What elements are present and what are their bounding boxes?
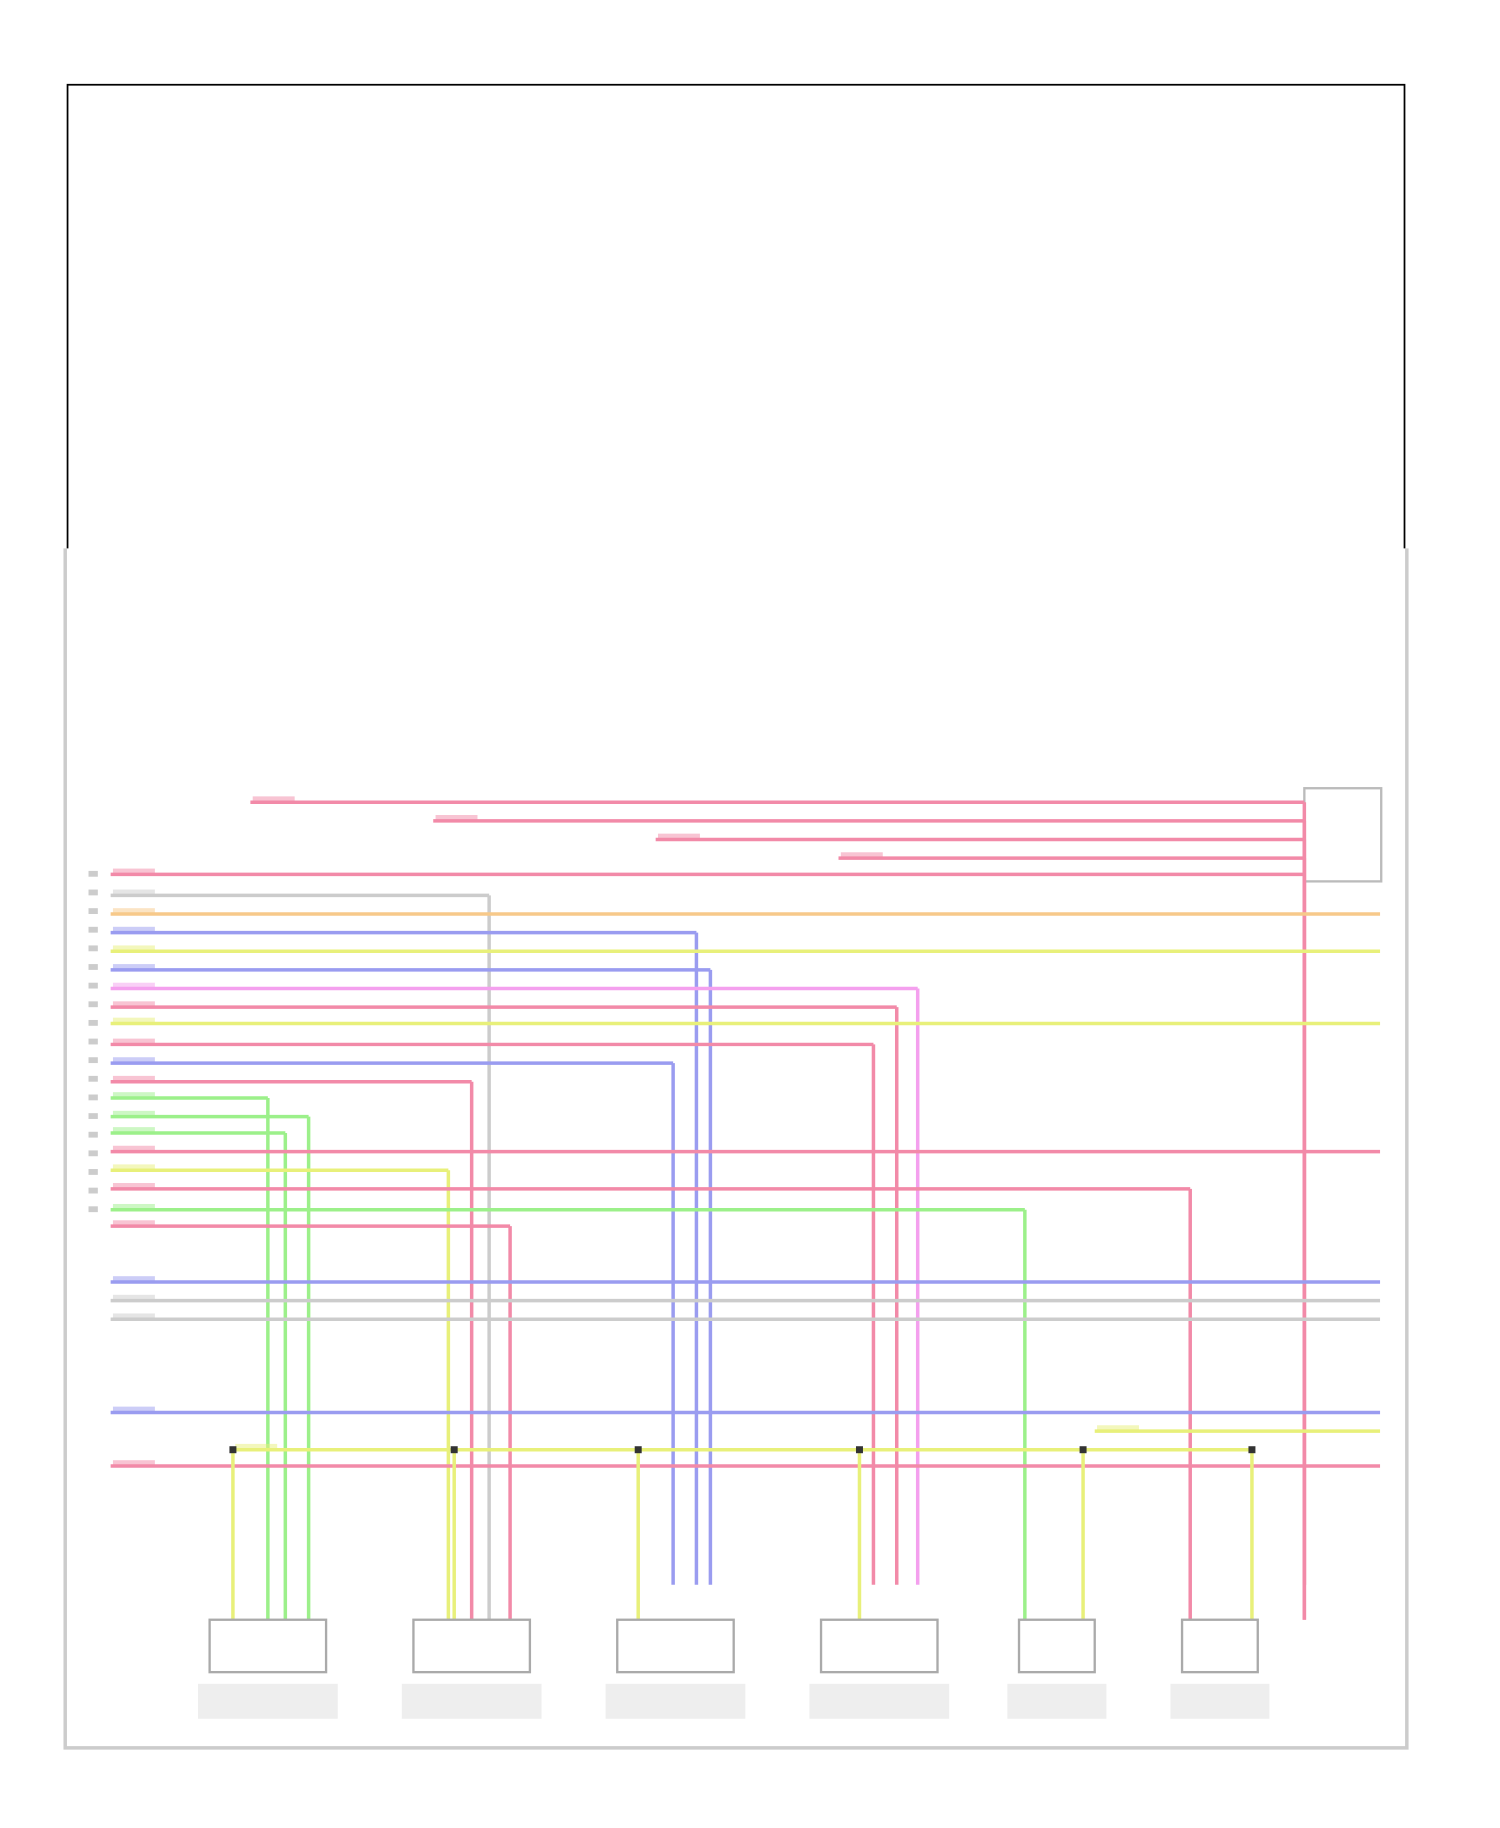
wire-label	[112, 1183, 155, 1191]
pin-label	[88, 908, 98, 914]
pin-label	[88, 926, 98, 933]
wire-label	[112, 945, 155, 953]
splice	[1248, 1446, 1256, 1454]
splice	[634, 1446, 642, 1454]
wire-label	[657, 833, 700, 841]
pin-label	[88, 945, 98, 952]
component	[616, 1618, 735, 1674]
wire-label	[112, 908, 155, 916]
pin-label	[88, 1019, 98, 1026]
wire-label	[112, 889, 155, 897]
splice	[229, 1446, 237, 1454]
pin-label	[88, 1057, 98, 1064]
wire-label	[112, 1313, 155, 1321]
wire-label	[1097, 1425, 1139, 1433]
wire-label	[840, 852, 883, 860]
wire-label	[112, 1294, 155, 1302]
component-caption	[605, 1683, 746, 1719]
wire-label	[112, 982, 155, 990]
component	[819, 1618, 939, 1674]
component-caption	[401, 1683, 542, 1719]
pin-label	[88, 870, 98, 877]
wire-label	[112, 1075, 155, 1083]
component-caption	[197, 1683, 338, 1719]
splice	[450, 1446, 458, 1454]
wire-label	[112, 1092, 155, 1100]
component-caption	[809, 1683, 950, 1719]
wire-label	[112, 1220, 155, 1228]
pin-label	[88, 1113, 98, 1119]
pin-label	[88, 1075, 98, 1082]
pin-label	[88, 982, 98, 989]
wire-label	[235, 1443, 278, 1451]
pin-label	[88, 1187, 98, 1194]
pin-label	[88, 1001, 98, 1008]
wire-label	[435, 815, 478, 822]
component-caption	[1007, 1683, 1107, 1719]
wire-label	[112, 1127, 155, 1135]
wire-label	[112, 926, 155, 934]
wire-label	[112, 964, 155, 972]
wire-label	[112, 1145, 155, 1153]
pin-label	[88, 964, 98, 970]
component	[208, 1618, 328, 1674]
connector-right	[1303, 787, 1383, 883]
pin-label	[88, 1206, 98, 1213]
component	[412, 1618, 532, 1674]
wire-label	[112, 1203, 155, 1211]
wire-label	[112, 1057, 155, 1065]
splice	[1079, 1446, 1087, 1454]
splice	[855, 1446, 863, 1454]
wire-label	[112, 868, 155, 876]
wire-label	[112, 1038, 155, 1046]
pin-label	[88, 1131, 98, 1138]
component-caption	[1170, 1683, 1270, 1719]
wire-label	[112, 1276, 155, 1284]
wire-label	[112, 1406, 155, 1414]
wire-label	[112, 1110, 155, 1118]
pin-label	[88, 1038, 98, 1045]
wire-label	[112, 1460, 155, 1468]
frame-bottom	[63, 548, 1409, 1750]
frame-top	[66, 83, 1406, 549]
wire-label	[112, 1001, 155, 1009]
pin-label	[88, 889, 98, 896]
wire-label	[112, 1017, 155, 1025]
pin-label	[88, 1094, 98, 1101]
wire-label	[252, 796, 295, 804]
pin-label	[88, 1150, 98, 1157]
component	[1017, 1618, 1096, 1674]
component	[1180, 1618, 1259, 1674]
pin-label	[88, 1169, 98, 1175]
wire-label	[112, 1164, 155, 1172]
